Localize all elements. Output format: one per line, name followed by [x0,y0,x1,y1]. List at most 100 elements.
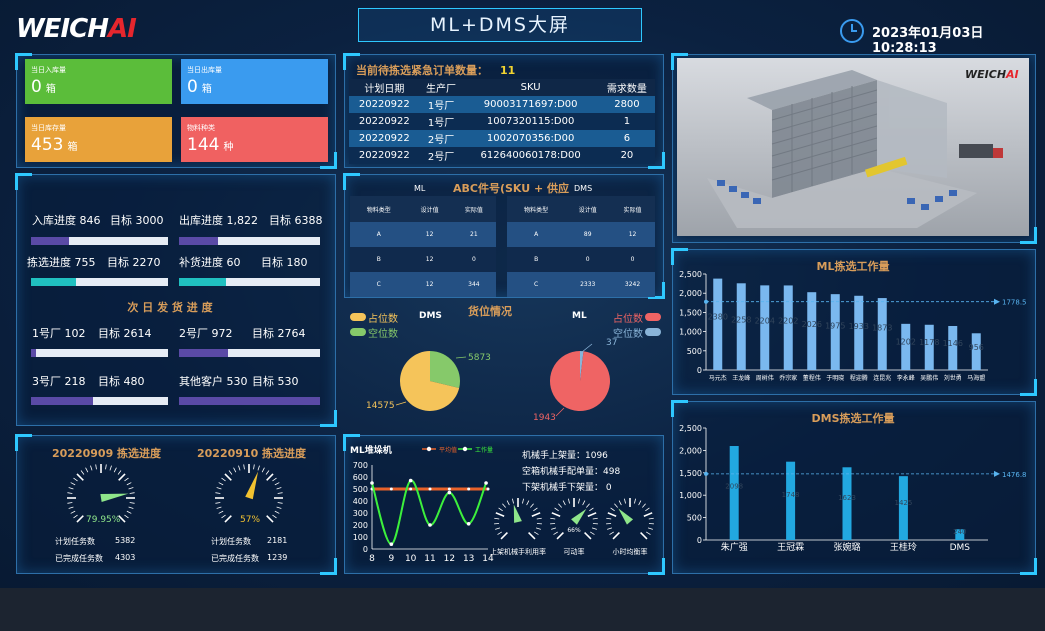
bar-category-label: DMS [950,543,971,553]
small-gauge-value: 66% [567,527,581,534]
pie-label-empty: 37 [606,338,617,348]
gauge-tick [80,470,85,475]
series-workload-point [466,522,471,526]
gauge-tick [266,515,274,523]
gauge-tick [118,515,126,523]
gauge-tick [129,502,135,504]
gauge-tick [610,507,615,512]
gauge-tick [233,467,237,473]
gauge-plan-value-2: 2181 [267,536,288,545]
gauge-tick [129,492,135,494]
bar [948,325,958,370]
gauge-tick [536,517,542,520]
average-arrow [994,470,1000,477]
gauge-tick [551,512,561,517]
kpi-material-types: 物料种类 144 种 [181,117,328,162]
bar-value-label: 2204 [755,316,775,325]
table-row: C 2333 3242 [507,272,655,297]
gauge-tick [221,514,226,519]
table-row: A 89 12 [507,222,655,247]
locations-dms-label: DMS [419,311,442,321]
gauge-tick [558,503,562,508]
bar-value-label: 1425 [894,499,912,507]
dms-workload-chart: DMS拣选工作量 0 500 1,000 1,500 2,000 2,500 2098 朱广强 1… [679,411,1026,553]
line-y-tick: 500 [353,485,368,494]
gauge-tick [645,531,651,535]
next-day-bar-4 [179,397,320,405]
bar-category-label: 马元杰 [709,374,727,382]
bar-y-tick: 2,000 [679,446,702,455]
gauge-dial-1 [67,464,135,523]
series-average-point [428,487,432,491]
series-workload-point [370,481,374,485]
bar-value-label: 1178 [919,338,939,347]
gauge-tick [530,503,534,508]
gauge-tick [90,465,93,471]
next-day-title: 次 日 发 货 进 度 [127,301,213,314]
bar [898,476,908,540]
bar-y-tick: 2,000 [679,289,702,298]
next-day-bar-1 [31,349,168,357]
bar-value-label: 1975 [825,321,845,330]
gauge-panel [15,434,337,575]
location-pies: 14575 5873 1943 37 [366,338,617,423]
bar [924,324,934,370]
bar [842,467,852,540]
bar [877,298,887,370]
bar-value-label: 2098 [725,482,743,490]
gauge-tick [522,498,524,504]
bar-category-label: 王龙峰 [732,374,750,382]
bar-category-label: 程迎腾 [850,374,868,382]
line-chart-title: ML堆垛机 [350,444,392,456]
next-day-bar-2 [179,349,320,357]
gauge-tick [606,517,612,520]
average-start-dot [704,299,708,304]
gauge-tick [512,498,514,504]
bar [760,285,770,370]
gauge-tick [272,477,277,482]
bar-category-label: 刘世勇 [944,374,962,382]
next-day-label-4: 其他客户 530 [179,375,248,388]
bar-category-label: 连昆兆 [873,374,891,382]
legend-occupied-ml: 占位数 [613,314,643,325]
abc-ml-table: 物料类型 设计值 实际值 A 12 21 B 12 0 C 12 344 [350,196,496,297]
gauge-tick [531,512,541,517]
gauge-needle [513,504,522,523]
legend-empty-swatch-ml [645,328,661,336]
gauge-plan-value-1: 5382 [115,536,136,545]
gauge-tick [578,498,580,504]
average-start-dot [704,471,708,476]
svg-text:WEICHAI: WEICHAI [965,68,1019,81]
next-day-bar-fill-4 [179,397,320,405]
gauge-tick [551,527,557,530]
page-title: ML+DMS大屏 [358,8,642,42]
weichai-logo: WEICHAI [16,14,137,44]
progress-bar-fill-2 [179,237,219,245]
line-y-tick: 0 [363,545,368,554]
bar [713,278,723,370]
gauge-tick [612,532,620,540]
bar-y-tick: 1,500 [679,308,702,317]
progress-target-2: 目标 6388 [269,214,323,227]
pie-leader-empty [581,343,593,353]
progress-bar-1 [31,237,168,245]
bar-category-label: 李永峰 [897,374,915,382]
series-average-point [389,487,393,491]
legend-empty-swatch-dms [350,328,366,336]
bar [901,323,911,370]
gauge-needle [245,471,259,500]
gauge-tick [70,482,76,486]
gauge-tick [506,500,510,506]
next-day-bar-fill-3 [31,397,93,405]
stacker-line-chart: ML堆垛机 平均值 工作量 0 100 200 300 400 500 600 700 8 9 10 11 1… [350,444,494,564]
progress-target-3: 目标 2270 [107,256,161,269]
gauge-tick [272,514,277,519]
gauge-percent-1: 79.95% [86,515,121,525]
bar-y-tick: 1,000 [679,328,702,337]
bar-category-label: 王桂玲 [890,541,917,553]
gauge-title-1: 20220909 拣选进度 [52,447,162,460]
gauge-tick [124,477,129,482]
gauge-tick [502,503,506,508]
legend-work-dot [462,446,468,452]
gauge-tick [584,532,592,540]
